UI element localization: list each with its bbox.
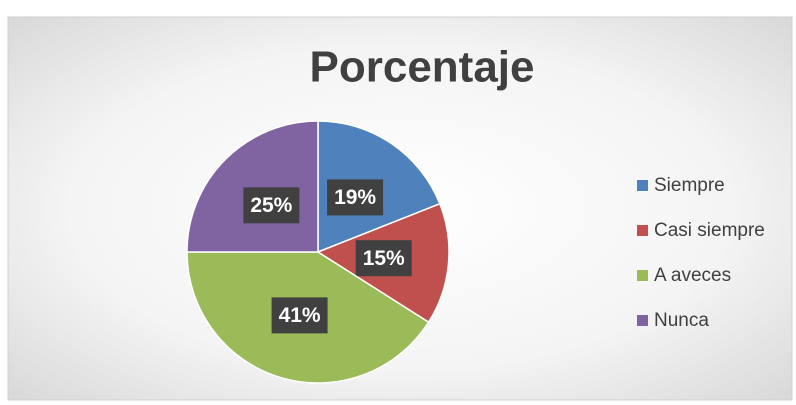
chart-title: Porcentaje — [310, 43, 535, 92]
legend-swatch — [637, 315, 648, 326]
data-label-box — [271, 297, 328, 334]
data-label: 41% — [279, 304, 321, 327]
data-label: 19% — [334, 186, 376, 209]
legend-label: Siempre — [654, 175, 725, 196]
data-label-box — [327, 179, 384, 216]
data-label-box — [355, 240, 412, 277]
data-label: 25% — [250, 194, 292, 217]
legend-swatch — [637, 270, 648, 281]
data-label: 15% — [363, 247, 405, 270]
legend-label: A aveces — [654, 265, 731, 286]
legend-swatch — [637, 180, 648, 191]
legend-swatch — [637, 225, 648, 236]
data-label-box — [243, 187, 300, 224]
legend-label: Nunca — [654, 310, 709, 331]
legend-label: Casi siempre — [654, 220, 765, 241]
